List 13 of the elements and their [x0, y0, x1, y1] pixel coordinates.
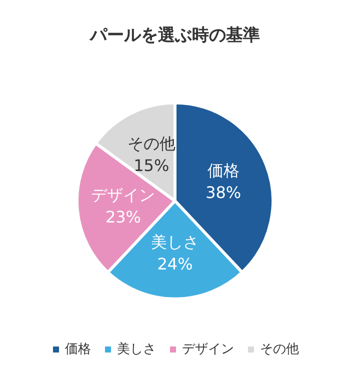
slice-label: デザイン [91, 185, 156, 204]
chart-title: パールを選ぶ時の基準 [89, 26, 260, 46]
data-label: 23% [105, 207, 142, 226]
legend-label: 美しさ [117, 341, 156, 357]
data-label: 15% [134, 156, 170, 176]
slice-label: 価格 [207, 161, 240, 180]
slice-label: その他 [127, 134, 176, 154]
data-label: 38% [206, 183, 242, 202]
legend-label: デザイン [182, 342, 234, 357]
data-label: 24% [157, 254, 193, 274]
legend-label: その他 [260, 342, 299, 357]
slice-label: 美しさ [151, 232, 199, 252]
legend-label: 価格 [65, 342, 91, 357]
